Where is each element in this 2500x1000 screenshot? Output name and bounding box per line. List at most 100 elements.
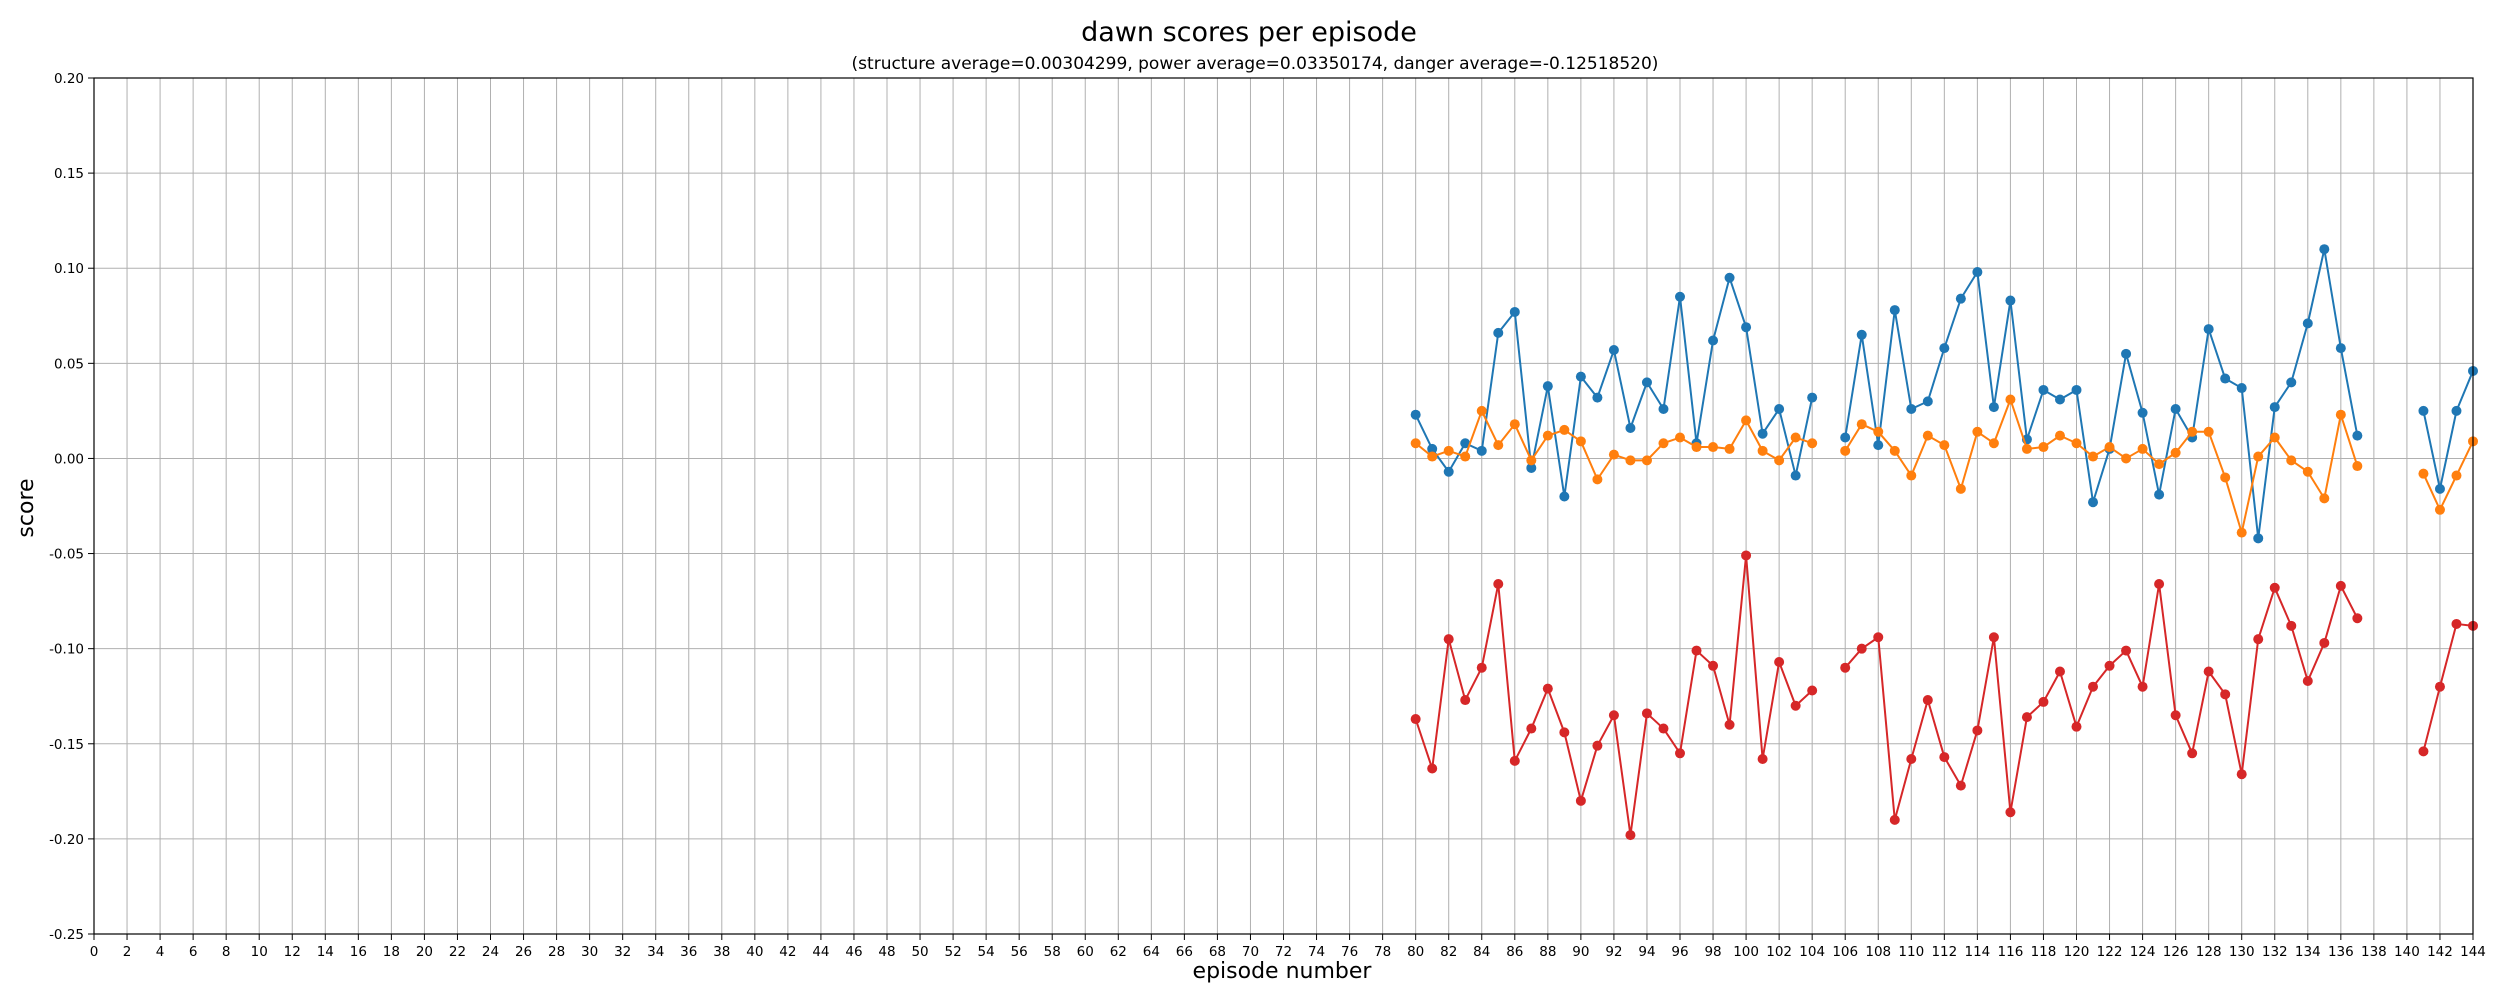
data-point <box>1922 430 1933 441</box>
data-point <box>2071 721 2082 732</box>
data-point <box>1873 440 1884 451</box>
series-line <box>2422 440 2474 511</box>
data-point <box>2319 493 2330 504</box>
data-point <box>2236 769 2247 780</box>
x-tick-label: 52 <box>944 944 961 960</box>
data-point <box>1873 632 1884 643</box>
y-tick-label: 0.15 <box>54 166 84 182</box>
data-point <box>2220 689 2231 700</box>
data-point <box>1939 440 1950 451</box>
data-point <box>1410 438 1421 449</box>
data-point <box>2154 459 2165 470</box>
data-point <box>1757 445 1768 456</box>
data-point <box>2038 442 2049 453</box>
series-line <box>1844 248 2359 540</box>
data-point <box>2418 468 2429 479</box>
data-point <box>1476 445 1487 456</box>
y-axis-label: score <box>14 478 39 537</box>
data-point <box>1906 403 1917 414</box>
data-point <box>1807 392 1818 403</box>
data-point <box>1542 381 1553 392</box>
data-point <box>2088 681 2099 692</box>
data-point <box>1939 752 1950 763</box>
data-point <box>2418 746 2429 757</box>
data-point <box>1493 440 1504 451</box>
x-tick-label: 114 <box>1964 944 1990 960</box>
data-point <box>1658 403 1669 414</box>
data-point <box>1922 695 1933 706</box>
data-point <box>1592 392 1603 403</box>
x-tick-label: 118 <box>2031 944 2057 960</box>
data-point <box>2269 432 2280 443</box>
data-point <box>2434 504 2445 515</box>
data-point <box>2187 426 2198 437</box>
data-point <box>2203 324 2214 335</box>
x-tick-label: 108 <box>1865 944 1891 960</box>
series-line <box>1844 582 2359 821</box>
x-tick-label: 14 <box>317 944 334 960</box>
data-point <box>1856 643 1867 654</box>
x-tick-label: 78 <box>1374 944 1391 960</box>
x-tick-label: 80 <box>1407 944 1424 960</box>
x-tick-label: 68 <box>1209 944 1226 960</box>
series-line <box>2422 370 2474 490</box>
y-tick-label: 0.20 <box>54 71 84 87</box>
x-tick-label: 102 <box>1766 944 1792 960</box>
y-tick-label: -0.15 <box>49 737 84 753</box>
x-tick-label: 138 <box>2361 944 2387 960</box>
data-point <box>1575 371 1586 382</box>
data-point <box>2071 438 2082 449</box>
data-point <box>1658 438 1669 449</box>
x-tick-label: 76 <box>1341 944 1358 960</box>
x-tick-label: 10 <box>251 944 268 960</box>
data-point <box>2253 634 2264 645</box>
data-point <box>1774 656 1785 667</box>
data-point <box>1774 455 1785 466</box>
x-tick-label: 34 <box>647 944 664 960</box>
data-point <box>2203 426 2214 437</box>
series-0 <box>1410 244 2478 544</box>
data-point <box>2154 578 2165 589</box>
data-point <box>1988 438 1999 449</box>
x-tick-label: 28 <box>548 944 565 960</box>
data-point <box>1741 322 1752 333</box>
data-point <box>1410 714 1421 725</box>
x-tick-label: 128 <box>2196 944 2222 960</box>
data-point <box>2203 666 2214 677</box>
data-point <box>1840 662 1851 673</box>
data-point <box>2352 430 2363 441</box>
data-point <box>1691 645 1702 656</box>
x-tick-label: 130 <box>2229 944 2255 960</box>
data-point <box>1724 272 1735 283</box>
data-point <box>2319 637 2330 648</box>
data-point <box>1856 329 1867 340</box>
data-point <box>1724 719 1735 730</box>
x-tick-label: 30 <box>581 944 598 960</box>
x-tick-label: 136 <box>2328 944 2354 960</box>
data-point <box>2021 443 2032 454</box>
data-point <box>1526 455 1537 466</box>
x-tick-label: 18 <box>383 944 400 960</box>
x-tick-label: 124 <box>2130 944 2156 960</box>
data-point <box>1493 327 1504 338</box>
y-tick-label: -0.05 <box>49 547 84 563</box>
data-point <box>2054 394 2065 405</box>
x-tick-label: 36 <box>680 944 697 960</box>
x-tick-label: 90 <box>1572 944 1589 960</box>
x-tick-label: 134 <box>2295 944 2321 960</box>
y-tick-label: -0.10 <box>49 642 84 658</box>
x-tick-label: 122 <box>2097 944 2123 960</box>
data-point <box>1443 445 1454 456</box>
data-point <box>2005 295 2016 306</box>
data-point <box>1427 763 1438 774</box>
data-point <box>1972 426 1983 437</box>
x-tick-label: 100 <box>1733 944 1759 960</box>
data-point <box>1708 335 1719 346</box>
x-tick-label: 116 <box>1998 944 2024 960</box>
data-point <box>2005 394 2016 405</box>
data-point <box>2302 466 2313 477</box>
data-point <box>1757 428 1768 439</box>
data-point <box>1807 438 1818 449</box>
series-2 <box>1410 550 2478 841</box>
data-point <box>1873 426 1884 437</box>
